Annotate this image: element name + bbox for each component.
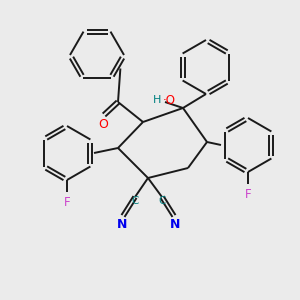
Text: C: C — [158, 196, 166, 206]
Text: ·O: ·O — [163, 94, 176, 106]
Text: C: C — [131, 196, 139, 206]
Text: N: N — [117, 218, 127, 231]
Text: F: F — [245, 188, 251, 201]
Text: O: O — [98, 118, 108, 131]
Text: F: F — [64, 196, 70, 209]
Text: N: N — [170, 218, 180, 231]
Text: H: H — [153, 95, 161, 105]
